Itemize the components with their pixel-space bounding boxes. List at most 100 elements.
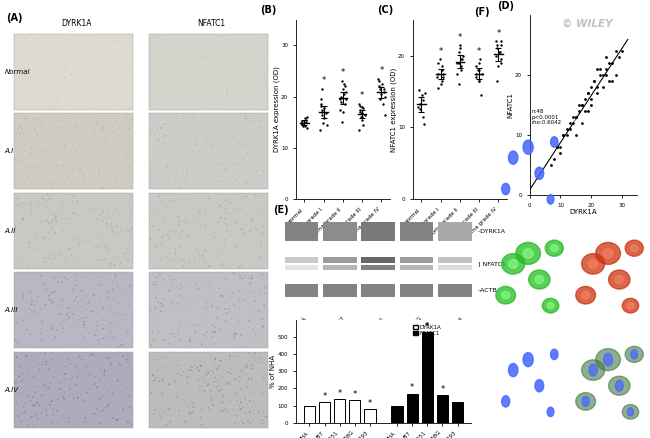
Point bbox=[29, 57, 39, 64]
Point bbox=[174, 331, 184, 338]
Point bbox=[155, 271, 165, 278]
Point bbox=[181, 304, 192, 311]
Point bbox=[50, 228, 60, 235]
Point bbox=[72, 293, 82, 300]
Ellipse shape bbox=[615, 276, 623, 283]
Bar bbox=[438, 265, 472, 270]
Point bbox=[218, 38, 228, 45]
Point bbox=[71, 294, 81, 301]
Point bbox=[213, 363, 224, 370]
Point bbox=[58, 83, 69, 90]
Point bbox=[123, 124, 133, 131]
Point bbox=[23, 123, 33, 130]
Point bbox=[210, 328, 220, 335]
Point bbox=[55, 416, 65, 423]
Point bbox=[211, 329, 221, 336]
Point bbox=[209, 378, 220, 385]
Point bbox=[196, 363, 206, 370]
Point bbox=[236, 262, 246, 269]
Point bbox=[88, 226, 99, 233]
Point bbox=[61, 87, 72, 94]
Point bbox=[300, 116, 311, 123]
Point bbox=[195, 81, 205, 88]
Point bbox=[164, 50, 174, 57]
Point bbox=[46, 380, 56, 387]
Point bbox=[156, 124, 166, 131]
Point bbox=[187, 57, 197, 64]
Point bbox=[26, 202, 36, 209]
Point bbox=[84, 385, 94, 392]
Point bbox=[200, 304, 210, 311]
Point bbox=[356, 114, 366, 121]
Point bbox=[159, 407, 169, 414]
Point bbox=[552, 144, 562, 151]
Point bbox=[239, 120, 250, 127]
Point bbox=[101, 39, 111, 46]
Point bbox=[452, 70, 462, 77]
Point bbox=[58, 227, 68, 234]
Point bbox=[233, 311, 244, 318]
Point bbox=[116, 289, 127, 296]
Ellipse shape bbox=[576, 392, 595, 410]
Point bbox=[211, 67, 221, 74]
Point bbox=[586, 84, 596, 91]
Text: *: * bbox=[337, 389, 342, 398]
Point bbox=[158, 64, 168, 71]
Point bbox=[52, 98, 62, 105]
Point bbox=[200, 212, 211, 219]
Point bbox=[76, 378, 86, 385]
Point bbox=[558, 131, 569, 138]
Point bbox=[47, 356, 58, 363]
Point bbox=[298, 123, 309, 130]
Point bbox=[164, 406, 174, 413]
Point bbox=[225, 353, 235, 360]
Text: A.III: A.III bbox=[5, 307, 18, 313]
Point bbox=[242, 149, 253, 156]
Point bbox=[454, 81, 464, 88]
Ellipse shape bbox=[582, 360, 604, 380]
Point bbox=[57, 359, 68, 366]
Point bbox=[241, 233, 252, 240]
Point bbox=[89, 351, 99, 358]
Point bbox=[177, 263, 188, 270]
Point bbox=[160, 192, 170, 199]
Point bbox=[95, 174, 105, 181]
Point bbox=[108, 98, 118, 105]
Point bbox=[239, 57, 249, 64]
Bar bbox=[14, 352, 133, 427]
Text: (E): (E) bbox=[273, 205, 289, 215]
Point bbox=[88, 105, 98, 112]
Point bbox=[27, 307, 37, 314]
Point bbox=[59, 274, 70, 281]
Point bbox=[78, 85, 88, 92]
Point bbox=[148, 203, 159, 210]
Point bbox=[219, 139, 229, 146]
Point bbox=[586, 102, 596, 109]
Point bbox=[207, 333, 218, 340]
Point bbox=[203, 196, 214, 203]
Point bbox=[151, 281, 161, 288]
Point bbox=[246, 118, 256, 125]
Point bbox=[71, 43, 81, 50]
Point bbox=[249, 357, 259, 364]
Point bbox=[181, 284, 192, 291]
Point bbox=[11, 201, 21, 208]
Point bbox=[250, 298, 260, 305]
Point bbox=[73, 300, 83, 307]
Point bbox=[237, 90, 248, 97]
Point bbox=[36, 122, 46, 129]
Point bbox=[243, 50, 254, 57]
Point bbox=[157, 227, 168, 234]
Point bbox=[63, 418, 73, 425]
Bar bbox=[149, 272, 268, 348]
Point bbox=[146, 173, 157, 180]
Point bbox=[151, 244, 161, 251]
Point bbox=[374, 85, 385, 92]
Point bbox=[246, 52, 257, 59]
Point bbox=[181, 219, 192, 226]
Point bbox=[118, 122, 128, 129]
Point bbox=[26, 301, 36, 308]
Point bbox=[187, 363, 197, 370]
Point bbox=[19, 212, 29, 219]
Point bbox=[249, 398, 259, 405]
